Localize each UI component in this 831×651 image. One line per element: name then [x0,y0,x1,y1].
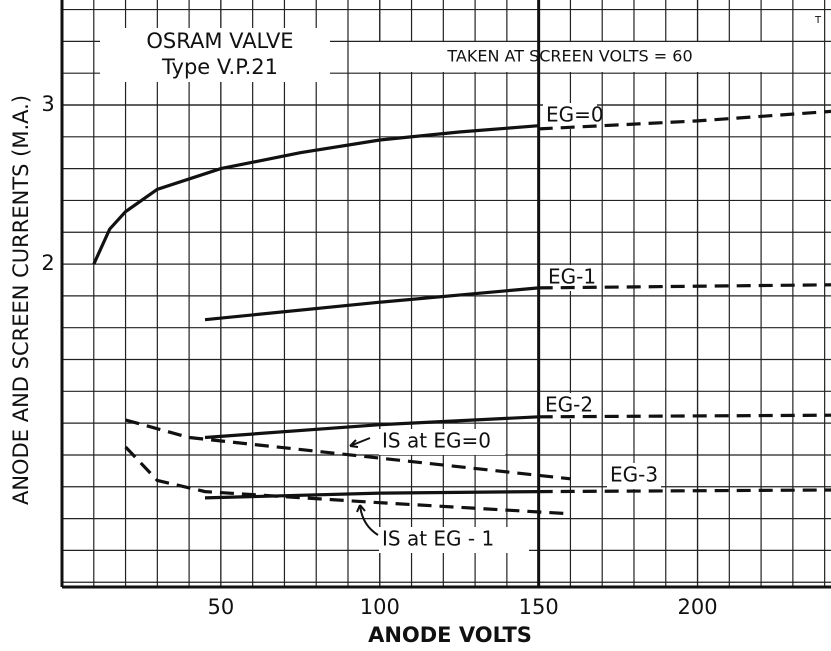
label-bg [607,463,661,489]
arrow [356,504,379,536]
chart-title: OSRAM VALVE [146,29,293,53]
series-label: EG=0 [546,103,604,127]
series-line [538,413,831,419]
y-tick-label: 2 [41,251,54,275]
x-tick-label: 200 [677,595,717,619]
series-label: EG-2 [545,393,593,417]
label-bg [542,393,596,419]
label-bg [379,429,505,455]
label-bg [543,103,597,129]
series-line [125,418,571,481]
y-tick-label: 3 [41,92,54,116]
corner-mark: T [814,15,822,26]
x-axis-label: ANODE VOLTS [368,623,532,647]
series-label: EG-3 [610,463,658,487]
series-label: IS at EG=0 [382,429,491,453]
arrow [349,437,371,448]
y-axis-label: ANODE AND SCREEN CURRENTS (M.A.) [9,95,33,505]
series-line [538,488,831,494]
chart-subtitle: Type V.P.21 [161,55,278,79]
x-tick-label: 100 [360,595,400,619]
series-line [538,283,831,290]
title-box [100,28,330,82]
series-line [538,109,831,131]
series-line [92,124,539,265]
series-line [124,445,571,516]
series-label: IS at EG - 1 [382,527,494,551]
series-label: EG-1 [548,265,596,289]
series-line [204,286,539,322]
annotation: TAKEN AT SCREEN VOLTS = 60 [446,47,692,66]
series-line [204,415,539,440]
x-tick-label: 150 [519,595,559,619]
annotation-box [372,42,772,72]
x-tick-label: 50 [208,595,235,619]
series-line [204,490,539,500]
label-bg [379,527,529,553]
plot-area [62,0,831,587]
